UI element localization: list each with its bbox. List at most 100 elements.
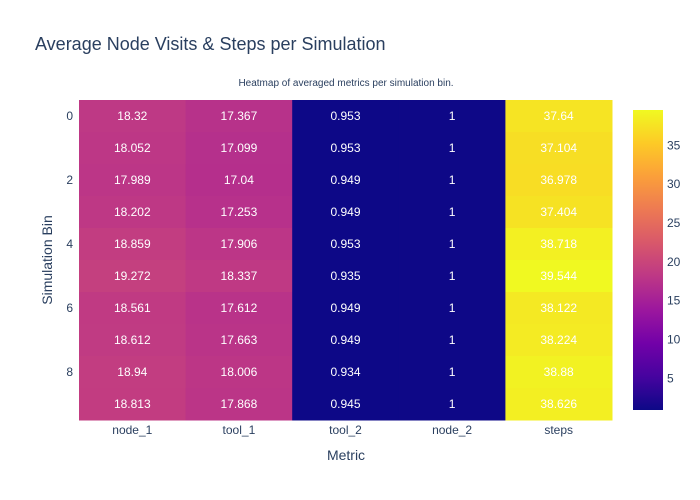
y-axis-ticks: 0 2 4 6 8	[66, 109, 73, 379]
heatmap-cell	[185, 356, 293, 389]
cell-value-label: 17.906	[221, 237, 258, 251]
cell-value-label: 0.953	[330, 109, 360, 123]
y-tick-label: 2	[66, 173, 73, 187]
heatmap-cell	[185, 132, 293, 165]
heatmap-cell	[292, 164, 400, 197]
heatmap-cell	[292, 260, 400, 293]
heatmap-cell	[398, 100, 506, 133]
heatmap-cell	[79, 356, 187, 389]
cell-value-label: 0.935	[330, 269, 360, 283]
x-tick-label: node_1	[112, 423, 152, 437]
heatmap-cell	[505, 356, 613, 389]
heatmap-cell	[292, 132, 400, 165]
heatmap-cell	[79, 164, 187, 197]
cell-value-label: 17.04	[224, 173, 254, 187]
cell-value-label: 1	[449, 269, 456, 283]
cell-value-label: 38.88	[544, 365, 574, 379]
heatmap-cell	[185, 260, 293, 293]
y-tick-label: 8	[66, 365, 73, 379]
cell-value-label: 17.367	[221, 109, 258, 123]
heatmap-cell	[79, 100, 187, 133]
heatmap-cell	[505, 196, 613, 229]
heatmap-cell	[505, 228, 613, 261]
cell-value-label: 18.859	[114, 237, 151, 251]
chart-title: Average Node Visits & Steps per Simulati…	[35, 34, 386, 54]
heatmap-cell	[185, 324, 293, 357]
cell-value-label: 17.099	[221, 141, 258, 155]
heatmap-cell	[398, 196, 506, 229]
cell-value-label: 1	[449, 141, 456, 155]
heatmap-cell	[505, 132, 613, 165]
heatmap-cell	[79, 196, 187, 229]
cell-value-label: 1	[449, 333, 456, 347]
heatmap-cell	[505, 292, 613, 325]
heatmap-cell	[505, 260, 613, 293]
heatmap-cell	[505, 164, 613, 197]
x-tick-label: tool_2	[329, 423, 362, 437]
cell-value-label: 0.949	[330, 205, 360, 219]
heatmap-cell	[398, 164, 506, 197]
cell-value-label: 18.202	[114, 205, 151, 219]
cell-value-label: 1	[449, 397, 456, 411]
cell-value-label: 1	[449, 205, 456, 219]
heatmap-cell	[79, 132, 187, 165]
heatmap-cell	[185, 100, 293, 133]
heatmap-cell	[398, 388, 506, 421]
heatmap-cell	[398, 228, 506, 261]
heatmap-cell	[505, 388, 613, 421]
cell-value-label: 17.663	[221, 333, 258, 347]
colorbar: 5 10 15 20 25 30 35	[633, 110, 681, 410]
heatmap-cell	[79, 388, 187, 421]
heatmap-cell	[292, 228, 400, 261]
cell-value-label: 39.544	[540, 269, 577, 283]
heatmap-cell	[292, 388, 400, 421]
heatmap-cell	[185, 292, 293, 325]
cell-value-label: 0.949	[330, 173, 360, 187]
cell-value-label: 18.813	[114, 397, 151, 411]
y-axis-title: Simulation Bin	[39, 215, 55, 305]
cell-value-label: 37.404	[540, 205, 577, 219]
cell-value-label: 38.224	[540, 333, 577, 347]
cell-value-label: 38.122	[540, 301, 577, 315]
y-tick-label: 0	[66, 109, 73, 123]
heatmap-cell	[185, 388, 293, 421]
cell-value-label: 17.612	[221, 301, 258, 315]
cell-value-label: 18.337	[221, 269, 258, 283]
colorbar-tick-label: 30	[667, 177, 681, 191]
heatmap-cell	[505, 324, 613, 357]
y-tick-label: 4	[66, 237, 73, 251]
heatmap-cell	[398, 356, 506, 389]
heatmap-cell	[185, 196, 293, 229]
colorbar-tick-label: 10	[667, 333, 681, 347]
x-axis-title: Metric	[327, 447, 365, 463]
x-tick-label: tool_1	[223, 423, 256, 437]
colorbar-tick-label: 15	[667, 294, 681, 308]
cell-value-label: 1	[449, 301, 456, 315]
cell-value-label: 18.006	[221, 365, 258, 379]
heatmap-cell	[79, 292, 187, 325]
cell-value-label: 17.253	[221, 205, 258, 219]
cell-value-label: 38.718	[540, 237, 577, 251]
colorbar-tick-label: 5	[667, 371, 674, 385]
cell-value-label: 17.868	[221, 397, 258, 411]
cell-value-label: 1	[449, 237, 456, 251]
x-axis-ticks: node_1 tool_1 tool_2 node_2 steps	[112, 423, 573, 437]
heatmap-cell	[185, 228, 293, 261]
cell-value-label: 1	[449, 365, 456, 379]
x-tick-label: node_2	[432, 423, 472, 437]
heatmap-cell	[292, 324, 400, 357]
cell-value-label: 18.94	[117, 365, 147, 379]
cell-value-label: 17.989	[114, 173, 151, 187]
chart-subtitle: Heatmap of averaged metrics per simulati…	[238, 78, 453, 89]
colorbar-tick-label: 20	[667, 255, 681, 269]
cell-value-label: 19.272	[114, 269, 151, 283]
cell-value-label: 18.561	[114, 301, 151, 315]
cell-value-label: 1	[449, 109, 456, 123]
y-tick-label: 6	[66, 301, 73, 315]
heatmap-cell	[398, 292, 506, 325]
cell-value-label: 18.052	[114, 141, 151, 155]
heatmap-cell	[185, 164, 293, 197]
cell-value-label: 36.978	[540, 173, 577, 187]
heatmap-cell	[79, 260, 187, 293]
